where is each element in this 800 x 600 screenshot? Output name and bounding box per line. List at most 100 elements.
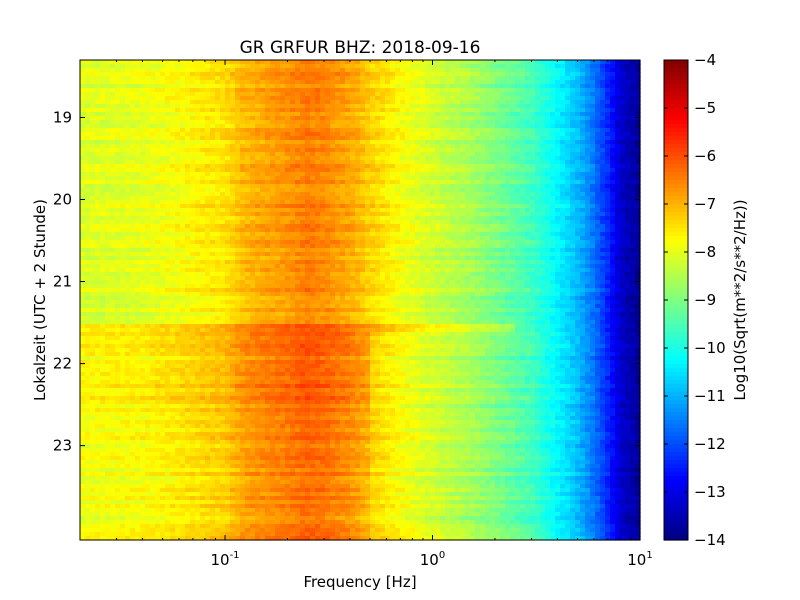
heatmap-cell xyxy=(430,204,436,209)
heatmap-cell xyxy=(405,116,411,121)
heatmap-cell xyxy=(355,100,361,105)
heatmap-cell xyxy=(495,172,501,177)
heatmap-cell xyxy=(520,216,526,221)
heatmap-cell xyxy=(200,60,206,65)
heatmap-cell xyxy=(350,100,356,105)
heatmap-cell xyxy=(590,232,596,237)
heatmap-cell xyxy=(95,140,101,145)
heatmap-cell xyxy=(410,88,416,93)
heatmap-cell xyxy=(190,180,196,185)
heatmap-cell xyxy=(300,156,306,161)
heatmap-cell xyxy=(200,232,206,237)
heatmap-cell xyxy=(440,224,446,229)
heatmap-cell xyxy=(450,228,456,233)
heatmap-cell xyxy=(495,116,501,121)
heatmap-cell xyxy=(475,96,481,101)
heatmap-cell xyxy=(475,84,481,89)
heatmap-cell xyxy=(545,128,551,133)
heatmap-cell xyxy=(430,68,436,73)
heatmap-cell xyxy=(310,180,316,185)
heatmap-cell xyxy=(240,108,246,113)
heatmap-cell xyxy=(135,60,141,65)
heatmap-cell xyxy=(565,72,571,77)
heatmap-cell xyxy=(405,96,411,101)
heatmap-cell xyxy=(295,148,301,153)
heatmap-cell xyxy=(250,68,256,73)
heatmap-cell xyxy=(535,196,541,201)
heatmap-cell xyxy=(260,216,266,221)
heatmap-cell xyxy=(575,168,581,173)
heatmap-cell xyxy=(390,204,396,209)
heatmap-cell xyxy=(340,212,346,217)
heatmap-cell xyxy=(270,128,276,133)
heatmap-cell xyxy=(185,208,191,213)
heatmap-cell xyxy=(420,168,426,173)
heatmap-cell xyxy=(385,80,391,85)
heatmap-cell xyxy=(285,68,291,73)
heatmap-cell xyxy=(430,132,436,137)
heatmap-cell xyxy=(430,120,436,125)
heatmap-cell xyxy=(320,156,326,161)
heatmap-cell xyxy=(460,200,466,205)
heatmap-cell xyxy=(610,184,616,189)
heatmap-cell xyxy=(325,72,331,77)
heatmap-cell xyxy=(180,76,186,81)
heatmap-cell xyxy=(610,92,616,97)
heatmap-cell xyxy=(305,132,311,137)
heatmap-cell xyxy=(370,92,376,97)
heatmap-cell xyxy=(320,144,326,149)
heatmap-cell xyxy=(495,156,501,161)
heatmap-cell xyxy=(475,88,481,93)
heatmap-cell xyxy=(400,80,406,85)
heatmap-cell xyxy=(365,228,371,233)
heatmap-cell xyxy=(200,236,206,241)
heatmap-cell xyxy=(125,76,131,81)
heatmap-cell xyxy=(510,172,516,177)
heatmap-cell xyxy=(495,196,501,201)
heatmap-cell xyxy=(495,84,501,89)
heatmap-cell xyxy=(625,204,631,209)
heatmap-cell xyxy=(275,156,281,161)
heatmap-cell xyxy=(240,140,246,145)
heatmap-cell xyxy=(390,196,396,201)
heatmap-cell xyxy=(530,192,536,197)
heatmap-cell xyxy=(220,64,226,69)
heatmap-cell xyxy=(335,132,341,137)
heatmap-cell xyxy=(390,232,396,237)
heatmap-cell xyxy=(355,200,361,205)
heatmap-cell xyxy=(100,172,106,177)
heatmap-cell xyxy=(330,224,336,229)
heatmap-cell xyxy=(215,92,221,97)
heatmap-cell xyxy=(335,224,341,229)
heatmap-cell xyxy=(555,204,561,209)
heatmap-cell xyxy=(415,92,421,97)
heatmap-cell xyxy=(590,220,596,225)
heatmap-cell xyxy=(580,172,586,177)
heatmap-cell xyxy=(170,124,176,129)
heatmap-cell xyxy=(315,204,321,209)
heatmap-cell xyxy=(500,172,506,177)
heatmap-cell xyxy=(350,224,356,229)
heatmap-cell xyxy=(635,76,641,81)
heatmap-cell xyxy=(430,80,436,85)
heatmap-cell xyxy=(215,64,221,69)
heatmap-cell xyxy=(455,132,461,137)
heatmap-cell xyxy=(180,140,186,145)
heatmap-cell xyxy=(295,232,301,237)
heatmap-cell xyxy=(270,192,276,197)
heatmap-cell xyxy=(580,60,586,65)
heatmap-cell xyxy=(210,196,216,201)
heatmap-cell xyxy=(630,136,636,141)
heatmap-cell xyxy=(235,144,241,149)
heatmap-cell xyxy=(170,172,176,177)
heatmap-cell xyxy=(325,156,331,161)
heatmap-cell xyxy=(580,144,586,149)
heatmap-cell xyxy=(305,200,311,205)
heatmap-cell xyxy=(605,120,611,125)
heatmap-cell xyxy=(215,80,221,85)
heatmap-cell xyxy=(630,164,636,169)
heatmap-cell xyxy=(585,160,591,165)
heatmap-cell xyxy=(525,68,531,73)
heatmap-cell xyxy=(475,60,481,65)
heatmap-cell xyxy=(300,88,306,93)
